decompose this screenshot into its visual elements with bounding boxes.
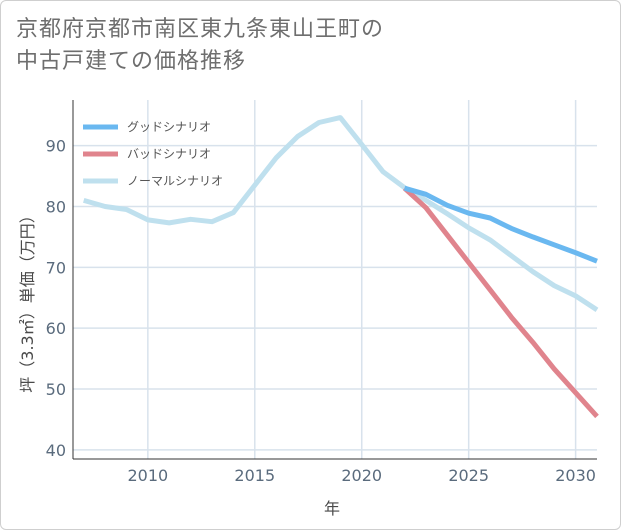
y-tick-label: 40 xyxy=(46,441,66,460)
legend-label-2: ノーマルシナリオ xyxy=(127,174,223,188)
chart-title-line1: 京都府京都市南区東九条東山王町の xyxy=(16,17,385,42)
series-layer xyxy=(83,115,599,419)
x-tick-label: 2015 xyxy=(234,466,275,485)
x-tick-label: 2010 xyxy=(127,466,168,485)
legend-label-1: バッドシナリオ xyxy=(127,147,211,161)
x-tick-label: 2025 xyxy=(448,466,489,485)
x-tick-label: 2020 xyxy=(341,466,382,485)
series-line-0 xyxy=(403,185,598,264)
series-line-1 xyxy=(402,186,599,419)
y-tick-label: 80 xyxy=(46,197,66,216)
tick-labels: 2010 2015 2020 2025 2030 40 50 60 70 80 90 xyxy=(46,137,596,485)
y-axis-label: 坪（3.3㎡）単価（万円） xyxy=(18,207,37,392)
grid-lines xyxy=(73,100,597,459)
series-line-2 xyxy=(83,115,599,312)
x-tick-label: 2030 xyxy=(555,466,596,485)
legend-label-0: グッドシナリオ xyxy=(127,120,211,134)
x-axis-label: 年 xyxy=(324,499,340,518)
y-tick-label: 50 xyxy=(46,380,66,399)
y-tick-label: 90 xyxy=(46,137,66,156)
y-tick-label: 60 xyxy=(46,319,66,338)
chart-title-line2: 中古戸建ての価格推移 xyxy=(16,49,247,74)
chart-title: 京都府京都市南区東九条東山王町の 中古戸建ての価格推移 xyxy=(16,14,606,78)
axes xyxy=(72,100,597,460)
y-tick-label: 70 xyxy=(46,258,66,277)
